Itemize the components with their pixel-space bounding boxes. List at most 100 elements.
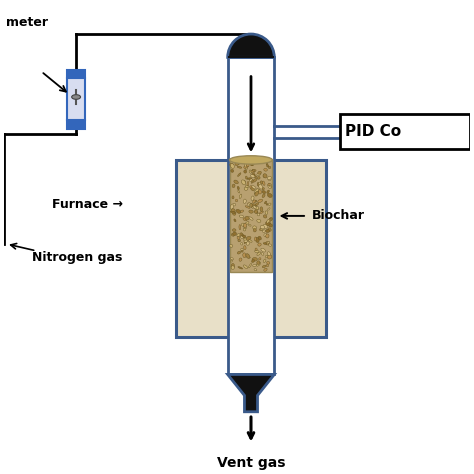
Ellipse shape: [237, 236, 239, 239]
Ellipse shape: [241, 248, 243, 252]
Ellipse shape: [268, 228, 271, 231]
Ellipse shape: [242, 181, 246, 183]
Ellipse shape: [244, 241, 246, 244]
Text: Nitrogen gas: Nitrogen gas: [32, 251, 122, 264]
Ellipse shape: [251, 196, 254, 201]
Ellipse shape: [244, 187, 248, 191]
Ellipse shape: [249, 210, 253, 213]
Ellipse shape: [255, 237, 256, 241]
Ellipse shape: [267, 219, 270, 223]
Ellipse shape: [255, 210, 257, 213]
Ellipse shape: [253, 264, 257, 266]
Ellipse shape: [237, 166, 242, 168]
Ellipse shape: [257, 182, 262, 186]
Ellipse shape: [268, 183, 270, 186]
Ellipse shape: [264, 201, 267, 204]
Ellipse shape: [253, 204, 257, 206]
Ellipse shape: [240, 236, 244, 238]
Ellipse shape: [231, 264, 235, 269]
Ellipse shape: [263, 181, 265, 185]
Ellipse shape: [261, 253, 264, 255]
Ellipse shape: [251, 180, 253, 183]
Ellipse shape: [263, 224, 268, 228]
Ellipse shape: [245, 216, 249, 220]
Ellipse shape: [239, 225, 241, 230]
Ellipse shape: [248, 264, 252, 268]
Ellipse shape: [231, 266, 234, 269]
Ellipse shape: [250, 186, 252, 188]
Ellipse shape: [245, 162, 246, 167]
Ellipse shape: [263, 174, 266, 177]
Ellipse shape: [241, 233, 245, 237]
Ellipse shape: [238, 239, 241, 242]
Ellipse shape: [267, 190, 269, 193]
Ellipse shape: [253, 228, 256, 232]
Ellipse shape: [256, 262, 261, 266]
Ellipse shape: [231, 169, 234, 173]
Ellipse shape: [265, 221, 271, 226]
Ellipse shape: [230, 257, 233, 260]
Ellipse shape: [254, 269, 257, 271]
Bar: [67, 70, 85, 78]
Ellipse shape: [252, 175, 257, 177]
Ellipse shape: [255, 248, 257, 251]
Ellipse shape: [255, 250, 259, 253]
Ellipse shape: [235, 161, 239, 165]
Ellipse shape: [244, 170, 246, 173]
Ellipse shape: [247, 178, 252, 180]
Ellipse shape: [233, 232, 237, 236]
Ellipse shape: [244, 238, 246, 240]
Ellipse shape: [245, 206, 250, 208]
Ellipse shape: [258, 171, 261, 174]
Ellipse shape: [243, 199, 246, 203]
Ellipse shape: [232, 211, 236, 215]
Ellipse shape: [265, 211, 268, 214]
Bar: [67, 78, 85, 120]
Ellipse shape: [245, 222, 249, 225]
Ellipse shape: [253, 200, 255, 203]
Bar: [67, 120, 85, 129]
Ellipse shape: [269, 185, 272, 187]
Ellipse shape: [244, 265, 247, 269]
Ellipse shape: [239, 194, 242, 199]
Ellipse shape: [262, 265, 266, 268]
Ellipse shape: [234, 180, 238, 184]
Ellipse shape: [243, 228, 246, 231]
Ellipse shape: [241, 223, 244, 226]
Ellipse shape: [255, 189, 258, 194]
Ellipse shape: [253, 178, 257, 182]
Ellipse shape: [240, 210, 244, 213]
Ellipse shape: [237, 173, 241, 176]
Ellipse shape: [232, 229, 236, 231]
Ellipse shape: [246, 237, 251, 240]
Ellipse shape: [252, 174, 255, 176]
Ellipse shape: [250, 204, 253, 207]
Ellipse shape: [243, 253, 246, 258]
Ellipse shape: [244, 246, 246, 250]
Ellipse shape: [233, 203, 236, 206]
Ellipse shape: [265, 229, 270, 233]
Ellipse shape: [265, 255, 268, 257]
Ellipse shape: [255, 203, 259, 205]
Ellipse shape: [235, 160, 239, 163]
Ellipse shape: [262, 188, 264, 190]
Ellipse shape: [266, 160, 268, 165]
Ellipse shape: [246, 254, 250, 258]
Ellipse shape: [232, 196, 234, 199]
Ellipse shape: [252, 173, 255, 175]
Ellipse shape: [237, 234, 240, 237]
Ellipse shape: [237, 186, 239, 190]
Ellipse shape: [241, 243, 243, 245]
Ellipse shape: [264, 268, 267, 271]
Ellipse shape: [268, 218, 271, 223]
Ellipse shape: [266, 264, 269, 267]
Ellipse shape: [232, 184, 235, 188]
Ellipse shape: [255, 210, 258, 213]
Ellipse shape: [252, 169, 256, 171]
Ellipse shape: [266, 164, 269, 167]
Ellipse shape: [264, 259, 266, 263]
Ellipse shape: [266, 203, 268, 205]
Ellipse shape: [255, 193, 257, 194]
Text: Vent gas: Vent gas: [217, 456, 285, 470]
Ellipse shape: [72, 95, 81, 100]
